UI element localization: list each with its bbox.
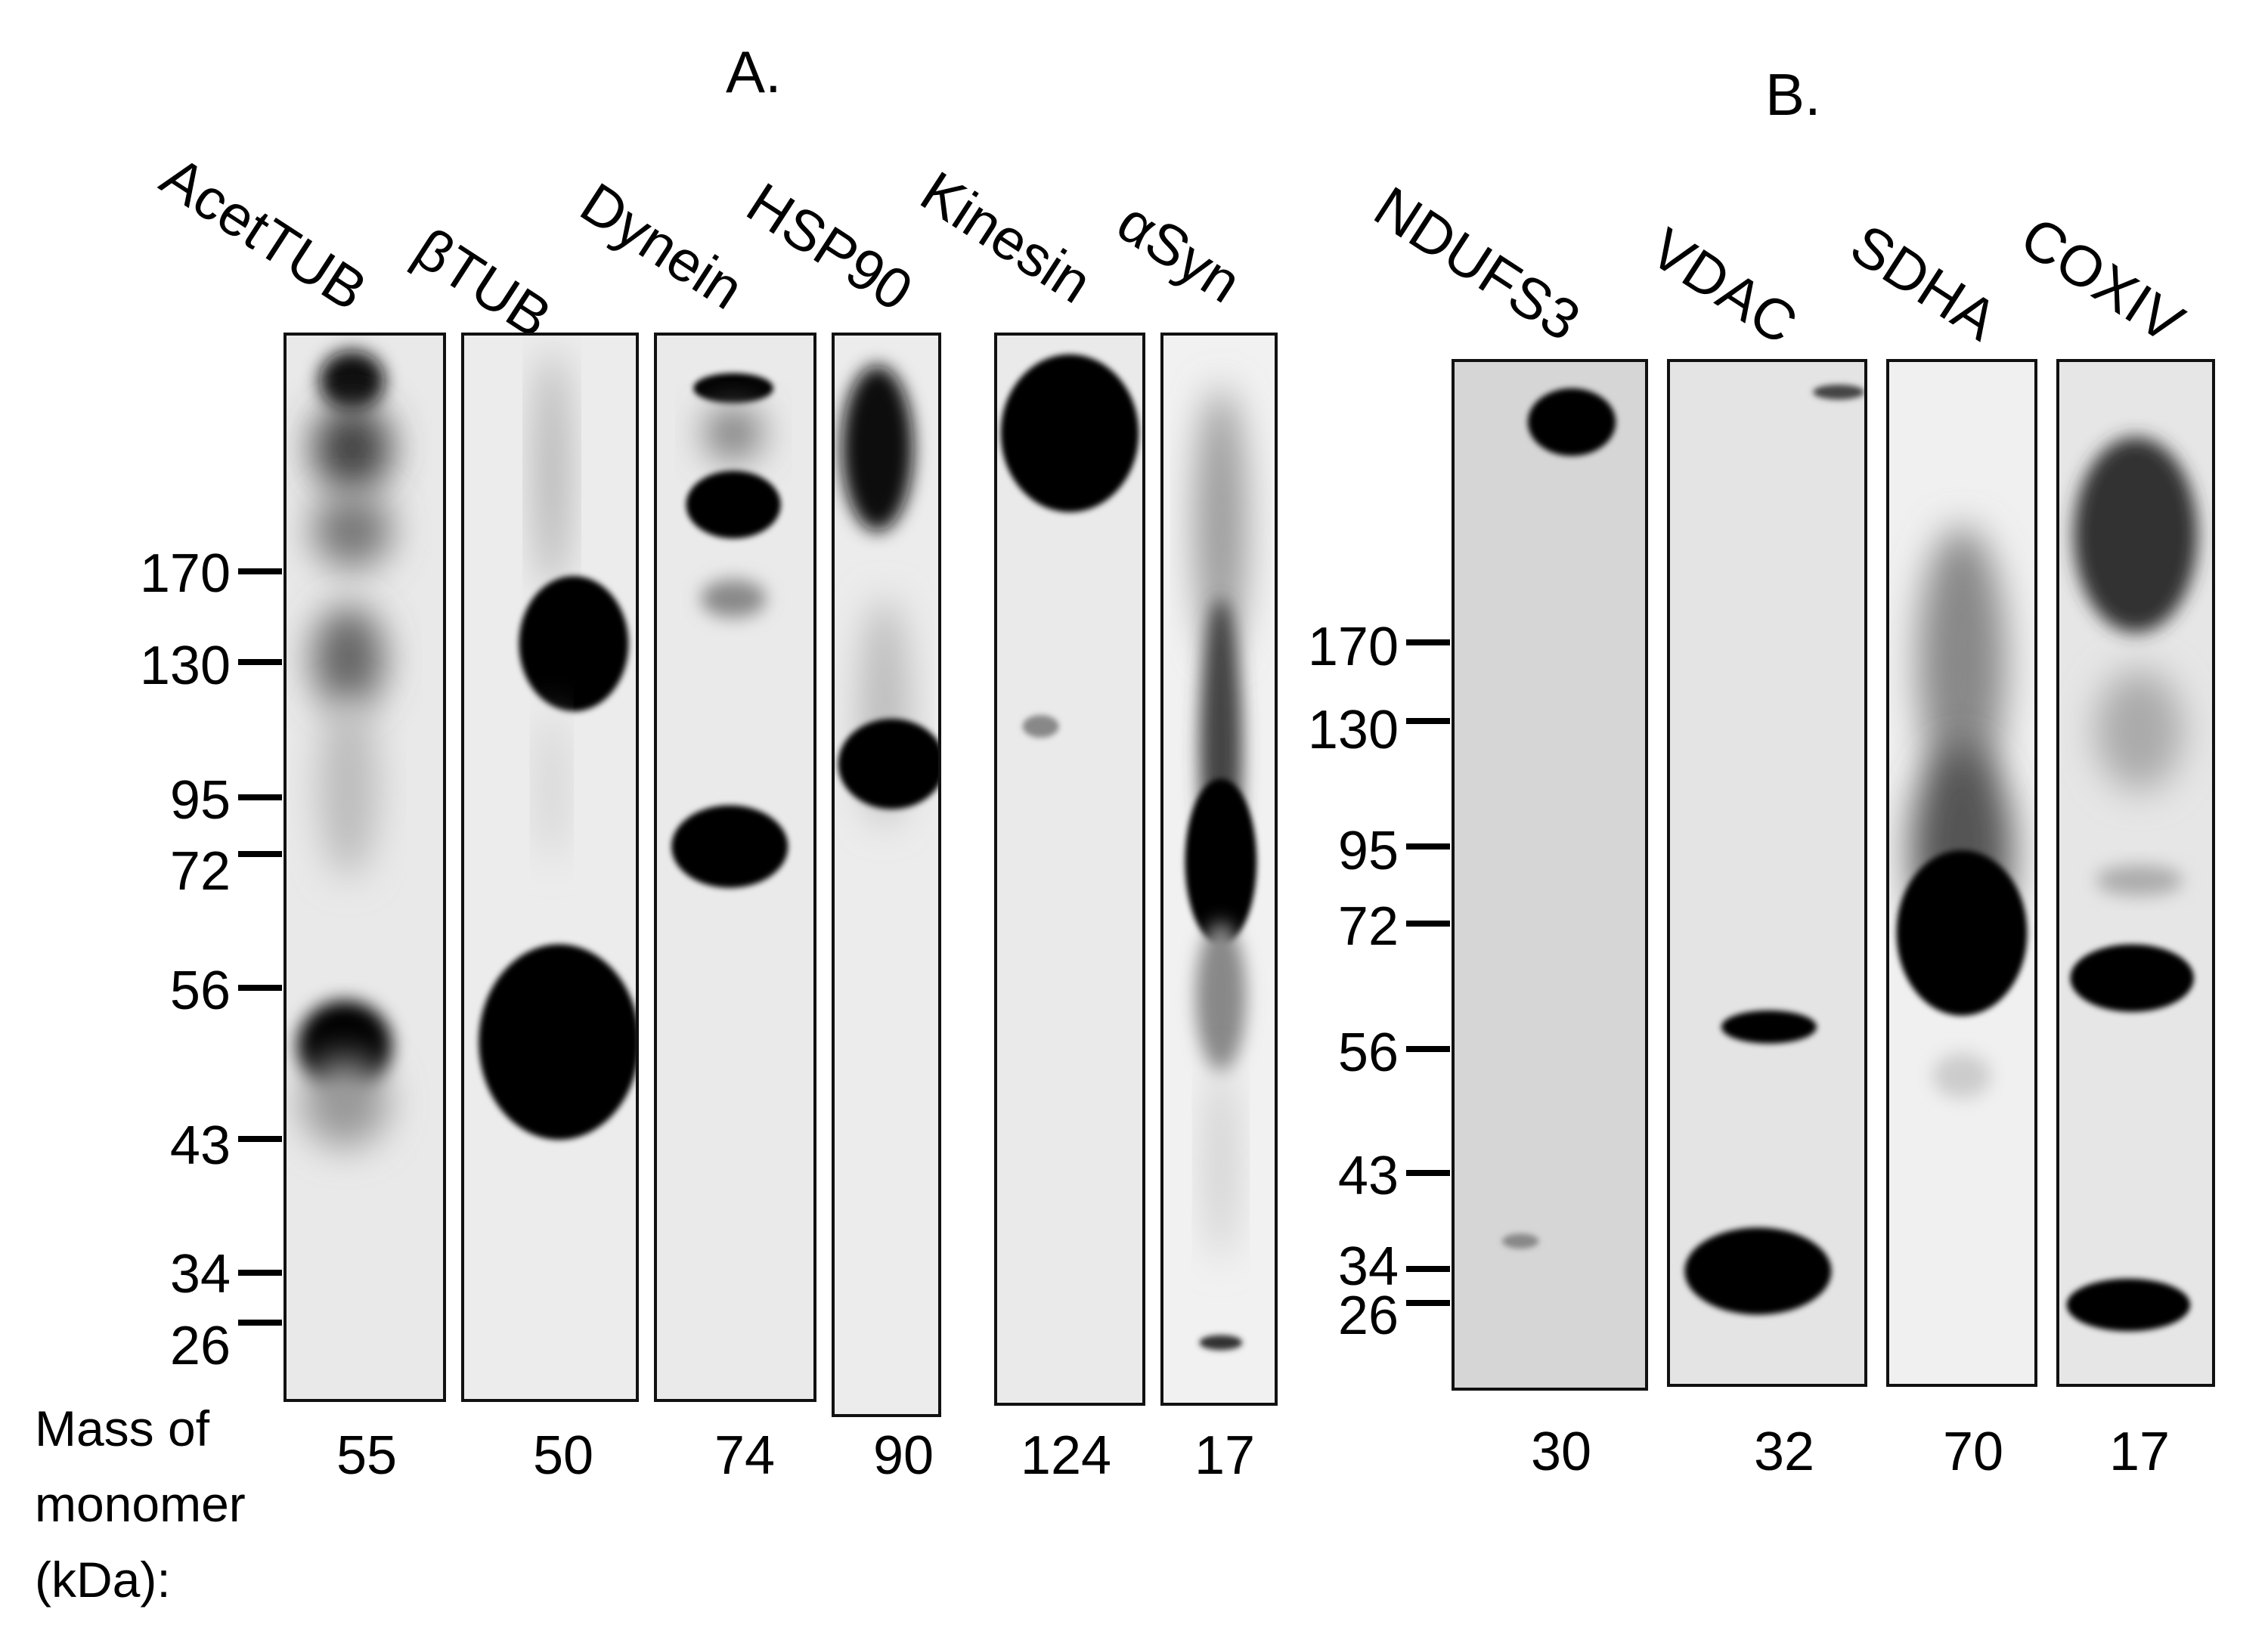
- mass-sdha: 70: [1942, 1422, 2004, 1482]
- lane-label-vdac: VDAC: [1639, 215, 1808, 357]
- marker-a-170: 170: [139, 543, 231, 604]
- marker-b-72: 72: [1337, 896, 1399, 957]
- lane-label-coxiv: COXIV: [2009, 204, 2195, 356]
- mass-caption-line2: monomer: [35, 1476, 246, 1532]
- mass-coxiv: 17: [2108, 1422, 2170, 1482]
- blot-ndufs3: [1452, 359, 1648, 1391]
- marker-a-tick-56: [238, 985, 282, 991]
- mass-vdac: 32: [1753, 1422, 1815, 1482]
- marker-b-tick-170: [1406, 639, 1450, 645]
- marker-a-tick-43: [238, 1136, 282, 1142]
- marker-a-tick-130: [238, 659, 282, 665]
- marker-b-56: 56: [1337, 1023, 1399, 1083]
- marker-a-tick-72: [238, 851, 282, 857]
- marker-b-tick-95: [1406, 843, 1450, 849]
- blot-hsp90: [832, 333, 941, 1417]
- marker-a-tick-170: [238, 568, 282, 574]
- blot-asyn: [1160, 333, 1278, 1406]
- panel-a-label: A.: [726, 39, 782, 105]
- panel-b-label: B.: [1765, 61, 1821, 128]
- marker-b-tick-72: [1406, 921, 1450, 927]
- lane-label-acettub: AcetTUB: [150, 144, 378, 323]
- blot-btub: [461, 333, 639, 1402]
- lane-label-sdha: SDHA: [1839, 212, 2009, 354]
- lane-label-hsp90: HSP90: [736, 170, 924, 324]
- marker-b-26: 26: [1337, 1286, 1399, 1346]
- marker-a-tick-26: [238, 1320, 282, 1326]
- lane-label-ndufs3: NDUFS3: [1363, 174, 1591, 354]
- marker-b-tick-130: [1406, 718, 1450, 724]
- blot-dynein: [654, 333, 816, 1402]
- lane-label-kinesin: Kinesin: [909, 159, 1103, 316]
- mass-caption-line1: Mass of: [35, 1400, 210, 1456]
- lane-label-btub: βTUB: [403, 215, 562, 351]
- marker-a-130: 130: [139, 636, 231, 696]
- marker-a-72: 72: [169, 841, 231, 902]
- blot-acettub: [284, 333, 446, 1402]
- mass-kinesin: 124: [1020, 1425, 1112, 1486]
- marker-b-34: 34: [1337, 1236, 1399, 1297]
- marker-b-tick-56: [1406, 1046, 1450, 1052]
- marker-a-43: 43: [169, 1116, 231, 1176]
- marker-a-56: 56: [169, 961, 231, 1021]
- mass-caption: Mass of monomer (kDa):: [35, 1391, 246, 1617]
- mass-asyn: 17: [1194, 1425, 1256, 1486]
- mass-caption-line3: (kDa):: [35, 1552, 171, 1608]
- lane-label-asyn: αSyn: [1106, 189, 1253, 316]
- mass-acettub: 55: [336, 1425, 398, 1486]
- mass-dynein: 74: [714, 1425, 776, 1486]
- marker-b-tick-43: [1406, 1170, 1450, 1176]
- marker-b-95: 95: [1337, 821, 1399, 881]
- blot-sdha: [1886, 359, 2037, 1387]
- blot-kinesin: [994, 333, 1145, 1406]
- marker-a-26: 26: [169, 1316, 231, 1376]
- marker-b-130: 130: [1307, 700, 1399, 760]
- marker-b-170: 170: [1307, 617, 1399, 677]
- marker-b-tick-26: [1406, 1300, 1450, 1306]
- marker-a-tick-34: [238, 1270, 282, 1276]
- marker-a-34: 34: [169, 1244, 231, 1304]
- blot-coxiv: [2056, 359, 2215, 1387]
- marker-a-95: 95: [169, 770, 231, 831]
- marker-a-tick-95: [238, 794, 282, 800]
- mass-btub: 50: [532, 1425, 594, 1486]
- marker-b-tick-34: [1406, 1266, 1450, 1272]
- marker-b-43: 43: [1337, 1146, 1399, 1206]
- mass-ndufs3: 30: [1530, 1422, 1592, 1482]
- mass-hsp90: 90: [872, 1425, 934, 1486]
- blot-vdac: [1667, 359, 1867, 1387]
- lane-label-dynein: Dynein: [569, 170, 754, 322]
